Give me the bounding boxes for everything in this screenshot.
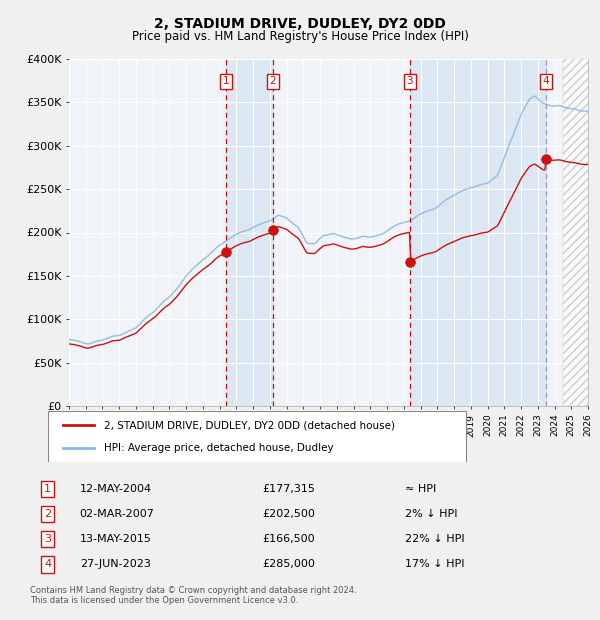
Text: 27-JUN-2023: 27-JUN-2023 [80,559,151,569]
Text: 3: 3 [407,76,413,86]
Text: Price paid vs. HM Land Registry's House Price Index (HPI): Price paid vs. HM Land Registry's House … [131,30,469,43]
Text: 13-MAY-2015: 13-MAY-2015 [80,534,152,544]
Text: 2: 2 [44,509,51,519]
Text: 2% ↓ HPI: 2% ↓ HPI [406,509,458,519]
Text: 1: 1 [44,484,51,494]
Text: 2: 2 [269,76,276,86]
Text: £177,315: £177,315 [262,484,315,494]
Text: 4: 4 [542,76,549,86]
Text: Contains HM Land Registry data © Crown copyright and database right 2024.
This d: Contains HM Land Registry data © Crown c… [30,586,356,605]
Text: 4: 4 [44,559,51,569]
Text: 02-MAR-2007: 02-MAR-2007 [80,509,155,519]
Text: ≈ HPI: ≈ HPI [406,484,437,494]
Text: 17% ↓ HPI: 17% ↓ HPI [406,559,465,569]
Text: £202,500: £202,500 [262,509,315,519]
Text: 2, STADIUM DRIVE, DUDLEY, DY2 0DD: 2, STADIUM DRIVE, DUDLEY, DY2 0DD [154,17,446,32]
Bar [226,59,273,406]
Bar [410,59,546,406]
Text: 3: 3 [44,534,51,544]
Text: HPI: Average price, detached house, Dudley: HPI: Average price, detached house, Dudl… [104,443,334,453]
FancyBboxPatch shape [48,411,466,462]
Text: £285,000: £285,000 [262,559,315,569]
Text: £166,500: £166,500 [262,534,314,544]
Text: 22% ↓ HPI: 22% ↓ HPI [406,534,465,544]
Text: 12-MAY-2004: 12-MAY-2004 [80,484,152,494]
Text: 1: 1 [223,76,229,86]
Text: 2, STADIUM DRIVE, DUDLEY, DY2 0DD (detached house): 2, STADIUM DRIVE, DUDLEY, DY2 0DD (detac… [104,420,395,430]
